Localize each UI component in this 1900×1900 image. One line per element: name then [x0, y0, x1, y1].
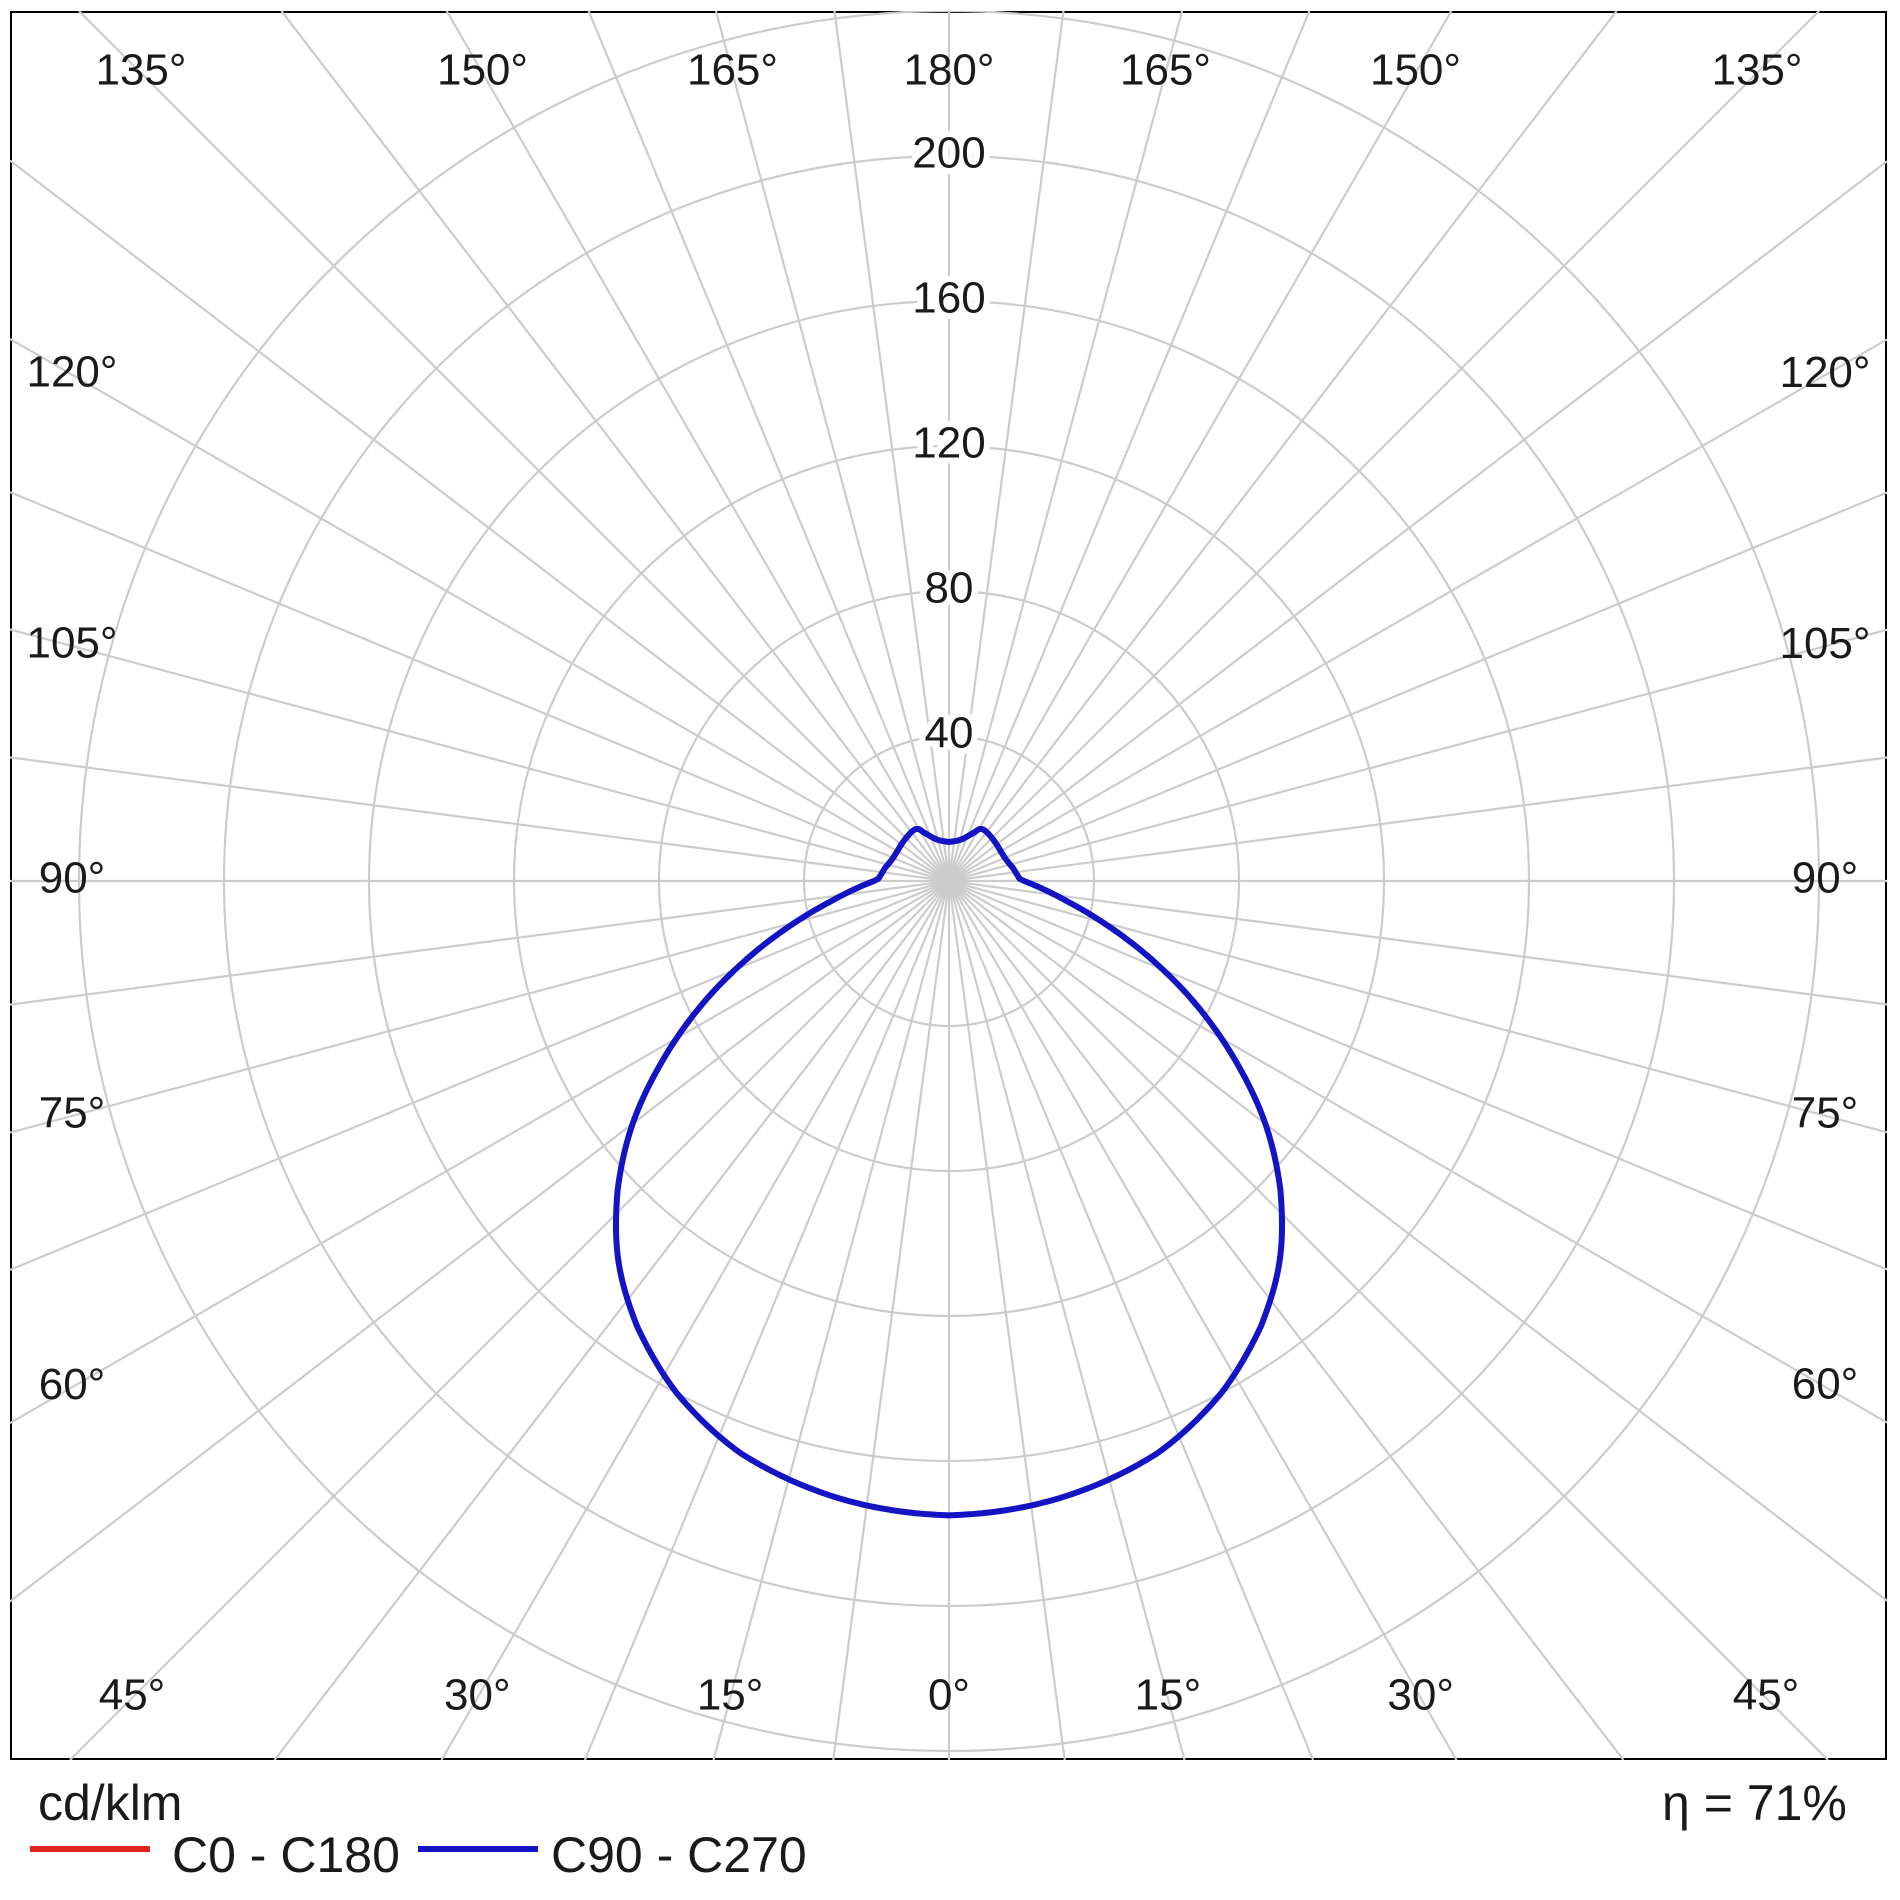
svg-text:180°: 180°	[903, 46, 994, 95]
svg-text:165°: 165°	[687, 46, 778, 95]
svg-text:C90 - C270: C90 - C270	[551, 1827, 807, 1883]
svg-text:150°: 150°	[1370, 46, 1461, 95]
svg-text:15°: 15°	[697, 1671, 764, 1720]
svg-text:200: 200	[912, 129, 985, 178]
svg-text:15°: 15°	[1135, 1671, 1202, 1720]
svg-text:90°: 90°	[39, 854, 106, 903]
svg-text:165°: 165°	[1120, 46, 1211, 95]
svg-text:60°: 60°	[1792, 1359, 1859, 1408]
svg-text:cd/klm: cd/klm	[38, 1775, 182, 1831]
svg-text:C0 - C180: C0 - C180	[172, 1827, 400, 1883]
svg-text:45°: 45°	[1733, 1671, 1800, 1720]
svg-text:75°: 75°	[39, 1089, 106, 1138]
svg-text:105°: 105°	[26, 619, 117, 668]
svg-text:120: 120	[912, 419, 985, 468]
svg-text:135°: 135°	[95, 46, 186, 95]
svg-text:η = 71%: η = 71%	[1662, 1775, 1847, 1831]
svg-text:40: 40	[925, 709, 974, 758]
svg-text:30°: 30°	[1387, 1671, 1454, 1720]
svg-text:75°: 75°	[1792, 1088, 1859, 1137]
svg-text:105°: 105°	[1779, 619, 1870, 668]
svg-text:150°: 150°	[437, 46, 528, 95]
svg-text:0°: 0°	[928, 1671, 970, 1720]
svg-text:45°: 45°	[99, 1671, 166, 1720]
svg-text:160: 160	[912, 274, 985, 323]
svg-text:30°: 30°	[444, 1671, 511, 1720]
svg-text:80: 80	[925, 564, 974, 613]
svg-text:60°: 60°	[39, 1360, 106, 1409]
svg-text:90°: 90°	[1792, 854, 1859, 903]
svg-text:120°: 120°	[1779, 348, 1870, 397]
svg-text:120°: 120°	[26, 347, 117, 396]
svg-text:135°: 135°	[1711, 46, 1802, 95]
